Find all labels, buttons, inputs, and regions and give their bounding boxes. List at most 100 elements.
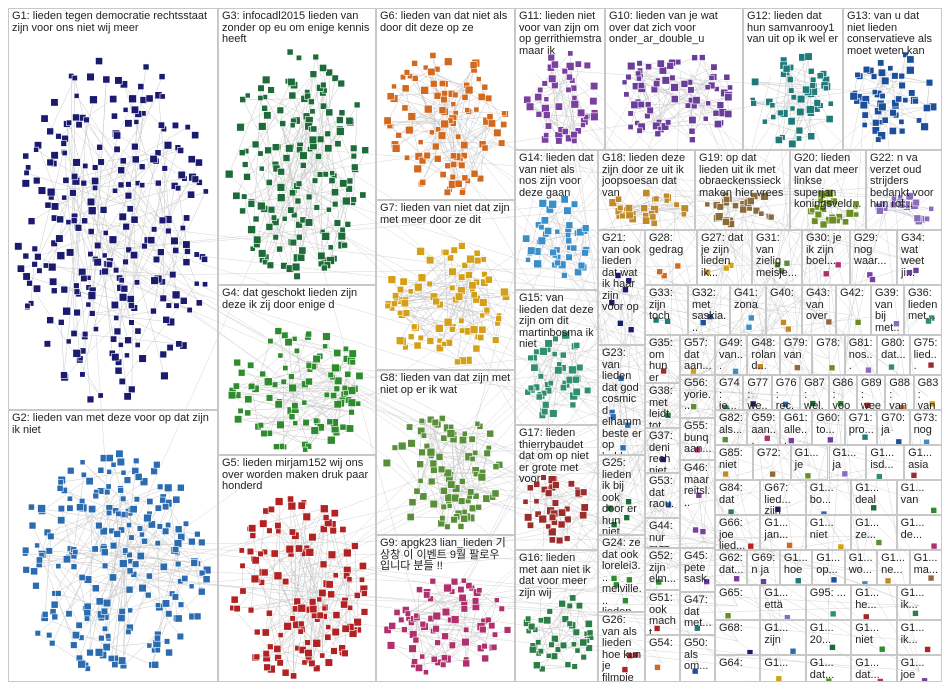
group-nodes — [522, 195, 590, 279]
node — [80, 179, 87, 187]
node — [308, 98, 315, 106]
edge — [667, 190, 905, 199]
node — [795, 126, 804, 135]
edge — [97, 268, 622, 504]
group-nodes — [523, 50, 599, 145]
node — [120, 284, 129, 293]
group-nodes — [828, 364, 836, 372]
group-label: G18: lieden deze zijn door ze uit ik joo… — [602, 152, 686, 199]
edge — [122, 240, 886, 467]
node — [396, 286, 405, 294]
node — [151, 660, 160, 669]
node — [125, 628, 132, 635]
group-nodes — [724, 612, 732, 619]
edge — [255, 628, 346, 658]
node — [304, 92, 312, 100]
node — [691, 54, 698, 61]
node — [28, 521, 37, 530]
group-nodes — [781, 401, 789, 408]
node — [317, 135, 325, 143]
node — [92, 492, 100, 500]
node — [87, 291, 97, 300]
node — [925, 79, 934, 87]
group-box: G74: je... — [715, 375, 744, 410]
node — [807, 67, 815, 75]
node — [570, 131, 578, 139]
node — [244, 409, 252, 417]
node — [188, 583, 195, 590]
node — [413, 341, 422, 350]
node — [610, 575, 618, 582]
node — [925, 317, 932, 325]
edge — [149, 563, 198, 577]
node — [193, 251, 200, 258]
node — [109, 95, 118, 104]
node — [291, 262, 301, 272]
node — [472, 492, 480, 500]
node — [418, 156, 427, 165]
node — [319, 64, 328, 72]
node — [786, 76, 794, 83]
node — [561, 128, 569, 135]
node — [71, 172, 79, 181]
edge — [546, 69, 893, 94]
node — [119, 157, 127, 165]
node — [187, 190, 196, 199]
node — [567, 480, 575, 488]
node — [266, 261, 275, 269]
node — [133, 496, 140, 503]
node — [139, 531, 145, 538]
node — [852, 200, 860, 208]
node — [642, 189, 651, 198]
node — [397, 441, 407, 451]
edge — [450, 619, 495, 648]
node — [157, 248, 165, 256]
node — [62, 555, 71, 564]
edge — [295, 112, 343, 268]
node — [577, 261, 586, 270]
group-label: G30: je ik zijn boel... — [806, 232, 842, 267]
node — [153, 461, 161, 469]
edge — [733, 216, 805, 467]
node — [665, 119, 672, 126]
node — [870, 73, 878, 80]
node — [533, 480, 541, 488]
group-box: G67: lied... zijn — [760, 480, 806, 515]
group-box: G46: maar reitsl... — [680, 460, 715, 548]
group-label: G23: van lieden dat god cosmicd elhamm b… — [602, 347, 642, 454]
node — [477, 93, 486, 101]
group-label: G77: we... — [747, 377, 769, 410]
node — [465, 582, 473, 590]
node — [625, 73, 632, 81]
node — [298, 246, 307, 255]
edge — [354, 546, 359, 630]
edge — [617, 275, 632, 330]
edge — [771, 206, 847, 467]
node — [888, 127, 897, 135]
node — [289, 122, 296, 129]
group-nodes — [877, 678, 884, 681]
node — [341, 241, 348, 249]
node — [458, 273, 466, 281]
node — [527, 246, 536, 255]
node — [551, 351, 558, 357]
node — [257, 95, 264, 101]
group-nodes — [608, 272, 635, 333]
node — [590, 112, 599, 121]
node — [544, 339, 553, 348]
group-label: G14: lieden dat van niet als nos zijn vo… — [519, 152, 594, 199]
group-box: G32: met saskia... — [688, 285, 730, 335]
node — [331, 363, 340, 373]
node — [301, 399, 308, 406]
node — [418, 417, 425, 424]
node — [322, 332, 331, 341]
edge — [258, 388, 355, 427]
node — [458, 436, 467, 445]
group-box: G47: dat met... — [680, 592, 715, 635]
edge — [275, 221, 322, 265]
node — [322, 514, 330, 521]
node — [522, 234, 531, 243]
node — [898, 127, 906, 135]
edge — [538, 233, 557, 647]
node — [584, 619, 593, 628]
